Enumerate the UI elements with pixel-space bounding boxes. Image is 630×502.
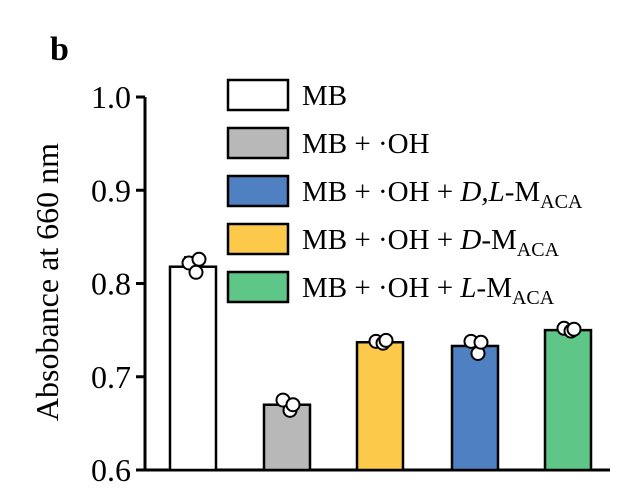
data-point [188,264,204,280]
legend-swatch [226,270,290,304]
axes: 0.6 0.7 0.8 0.9 1.0 [91,79,610,488]
data-point [285,397,301,413]
bar [543,328,593,472]
y-tick-label: 0.7 [91,359,131,395]
bar [450,344,500,472]
data-point [191,251,207,267]
legend-swatch [226,222,290,256]
data-point [566,321,582,337]
bar [355,340,405,472]
legend-swatch [226,78,290,112]
y-axis-label: Absobance at 660 nm [29,143,65,421]
legend-label: MB [302,80,347,112]
y-tick-label: 0.9 [91,172,131,208]
bar [262,403,312,472]
legend: MB MB + ·OH MB + ·OH + D,L-MACA MB + ·OH + … [226,78,583,309]
legend-swatch [226,126,290,160]
panel-label: b [50,31,69,68]
legend-swatch [226,174,290,208]
data-point [473,334,489,350]
y-tick-label: 0.8 [91,266,131,302]
legend-label: MB + ·OH + D,L-MACA [302,176,583,213]
legend-label: MB + ·OH [302,128,430,160]
legend-label: MB + ·OH + D-MACA [302,224,560,261]
y-tick-label: 1.0 [91,79,131,115]
bars [168,251,593,472]
data-point [378,332,394,348]
legend-label: MB + ·OH + L-MACA [302,272,555,309]
y-tick-label: 0.6 [91,452,131,488]
bar [168,265,218,472]
